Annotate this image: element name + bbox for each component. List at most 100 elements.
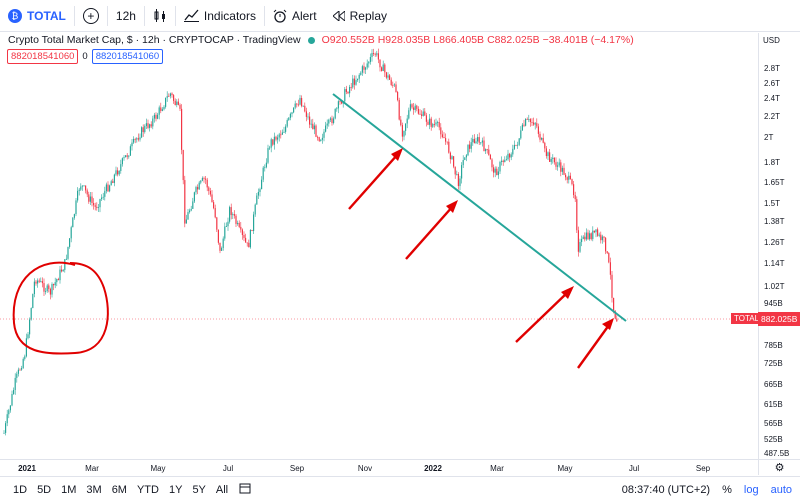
price-tick: 785B xyxy=(764,341,783,350)
chart-legend: Crypto Total Market Cap, $ · 12h · CRYPT… xyxy=(8,34,634,46)
candle-body xyxy=(608,253,610,263)
arrow-annotation-4[interactable] xyxy=(577,318,614,369)
candle-body xyxy=(97,207,99,209)
range-button-3m[interactable]: 3M xyxy=(86,483,102,496)
price-axis[interactable]: 2.8T 2.6T 2.4T 2.2T 2T 1.8T 1.65T 1.5T 1.38T 1.26… xyxy=(758,33,800,459)
candle-body xyxy=(177,101,179,105)
range-button-1d[interactable]: 1D xyxy=(13,483,28,496)
candle-body xyxy=(179,104,181,109)
currency-label[interactable]: USD xyxy=(763,36,780,45)
candle-body xyxy=(408,110,410,119)
candle-body xyxy=(109,185,111,192)
candle-body xyxy=(585,232,587,240)
range-button-5d[interactable]: 5D xyxy=(37,483,52,496)
candle-body xyxy=(203,178,205,179)
candle-body xyxy=(595,229,597,233)
candle-body xyxy=(523,124,525,126)
candle-body xyxy=(145,123,147,126)
candle-body xyxy=(467,144,469,156)
range-button-ytd[interactable]: YTD xyxy=(136,483,159,496)
candle-body xyxy=(134,138,136,140)
candle-body xyxy=(286,120,288,127)
replay-button[interactable]: Replay xyxy=(325,0,395,32)
circle-annotation[interactable] xyxy=(12,261,109,355)
log-toggle[interactable]: log xyxy=(743,483,759,496)
candle-body xyxy=(379,59,381,68)
candle-body xyxy=(382,64,384,71)
arrow-annotation-3[interactable] xyxy=(515,286,574,343)
candle-body xyxy=(200,180,202,183)
candle-body xyxy=(294,103,296,108)
calendar-icon[interactable] xyxy=(239,482,251,497)
candle-body xyxy=(453,156,455,167)
arrow-annotation-2[interactable] xyxy=(405,200,458,260)
candle-body xyxy=(419,113,421,115)
range-button-all[interactable]: All xyxy=(215,483,229,496)
arrow-annotation-1[interactable] xyxy=(348,148,403,210)
range-button-1m[interactable]: 1M xyxy=(61,483,77,496)
chart-pane[interactable] xyxy=(0,33,758,459)
interval-button[interactable]: 12h xyxy=(108,0,144,32)
candle-body xyxy=(350,86,352,88)
candle-body xyxy=(510,154,512,158)
market-status-dot xyxy=(307,36,315,44)
candle-body xyxy=(472,138,474,143)
candle-body xyxy=(478,137,480,143)
candle-body xyxy=(461,165,463,179)
candle-body xyxy=(45,291,47,292)
candle-body xyxy=(37,280,39,284)
candle-body xyxy=(185,219,187,224)
chart-type-button[interactable] xyxy=(145,0,175,32)
alert-button[interactable]: Alert xyxy=(265,0,325,32)
percent-toggle[interactable]: % xyxy=(722,483,732,496)
candle-body xyxy=(371,52,373,58)
candle-body xyxy=(118,170,120,175)
candle-body xyxy=(133,138,135,143)
candle-body xyxy=(3,432,5,434)
indicators-button[interactable]: Indicators xyxy=(176,0,264,32)
symbol-search[interactable]: ₿ TOTAL xyxy=(0,0,74,32)
candle-body xyxy=(377,53,379,60)
candle-body xyxy=(35,281,37,284)
candle-body xyxy=(533,122,535,125)
candle-body xyxy=(192,201,194,209)
trendline[interactable] xyxy=(332,93,627,322)
indicator-value-left[interactable]: 882018541060 xyxy=(7,49,79,64)
candle-body xyxy=(67,246,69,259)
candle-body xyxy=(353,78,355,85)
time-axis[interactable]: 2021 Mar May Jul Sep Nov 2022 Mar May Jul Sep xyxy=(0,459,758,475)
auto-toggle[interactable]: auto xyxy=(770,483,792,496)
range-button-1y[interactable]: 1Y xyxy=(168,483,183,496)
indicators-icon xyxy=(183,9,199,22)
compare-button[interactable]: + xyxy=(75,0,107,32)
candle-body xyxy=(616,318,618,322)
candle-body xyxy=(152,118,154,127)
price-chart[interactable] xyxy=(0,33,758,459)
price-tick: 1.38T xyxy=(764,217,785,226)
range-button-6m[interactable]: 6M xyxy=(111,483,127,496)
candle-body xyxy=(521,124,523,131)
candle-body xyxy=(345,89,347,92)
candle-body xyxy=(21,368,23,370)
indicator-value-right[interactable]: 882018541060 xyxy=(91,49,164,64)
range-button-5y[interactable]: 5Y xyxy=(192,483,206,496)
candle-body xyxy=(107,184,109,192)
candle-body xyxy=(13,389,15,394)
candle-body xyxy=(398,99,400,120)
candle-body xyxy=(395,84,397,92)
legend-close: C882.025B xyxy=(487,34,540,46)
candle-body xyxy=(301,98,303,107)
candle-body xyxy=(390,79,392,85)
symbol-price-label: TOTAL xyxy=(731,313,763,324)
candle-body xyxy=(72,217,74,228)
chart-settings-button[interactable]: ⚙ xyxy=(758,459,800,475)
candle-body xyxy=(481,140,483,143)
candle-body xyxy=(245,237,247,243)
candle-body xyxy=(240,226,242,230)
candle-body xyxy=(147,123,149,128)
candle-body xyxy=(187,212,189,220)
candle-body xyxy=(105,184,107,192)
candle-body xyxy=(384,64,386,73)
clock-time[interactable]: 08:37:40 (UTC+2) xyxy=(621,483,711,496)
candle-body xyxy=(56,279,58,283)
